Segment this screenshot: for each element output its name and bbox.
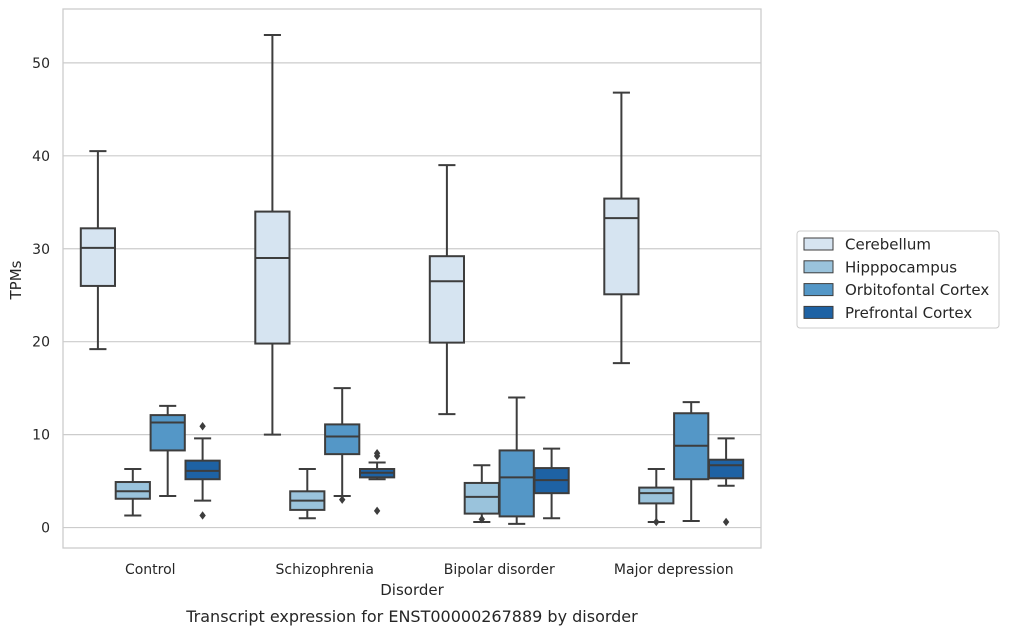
box-orbitofontal-cortex-0 xyxy=(149,404,186,497)
outlier-point xyxy=(373,506,381,516)
legend-swatch xyxy=(803,237,834,251)
box-iqr xyxy=(428,255,466,344)
legend-frame xyxy=(796,230,1000,329)
x-tick-label: Major depression xyxy=(614,562,734,578)
box-iqr xyxy=(707,458,745,480)
y-axis-ticks: 0 10 20 30 40 50 xyxy=(32,56,50,537)
box-orbitofontal-cortex-2 xyxy=(498,396,535,525)
x-tick-label: Bipolar disorder xyxy=(444,562,555,578)
box-iqr xyxy=(324,423,361,456)
legend-swatch xyxy=(803,283,834,297)
legend-label: Orbitofontal Cortex xyxy=(845,281,989,299)
box-iqr xyxy=(603,197,640,296)
x-tick-label: Control xyxy=(125,562,176,578)
box-iqr xyxy=(149,414,186,452)
box-iqr xyxy=(254,210,291,345)
legend-swatch xyxy=(803,260,834,274)
outlier-point xyxy=(373,449,381,458)
x-axis-ticks: Control Schizophrenia Bipolar disorder Majo… xyxy=(125,562,734,578)
outlier-point xyxy=(653,517,660,527)
x-axis-title: Disorder xyxy=(380,581,444,599)
y-tick-label: 30 xyxy=(32,242,50,258)
legend-label: Cerebellum xyxy=(845,236,931,254)
y-tick-label: 40 xyxy=(32,149,50,165)
box-iqr xyxy=(638,486,675,505)
box-prefrontal-cortex-0 xyxy=(184,422,221,520)
box-hipppocampus-0 xyxy=(114,468,151,517)
box-iqr xyxy=(79,227,117,287)
legend-swatch xyxy=(803,305,834,319)
x-tick-label: Schizophrenia xyxy=(276,562,374,578)
y-axis-title: TPMs xyxy=(7,260,25,300)
y-tick-label: 50 xyxy=(32,56,50,72)
box-cerebellum-1 xyxy=(254,34,291,436)
boxes xyxy=(79,34,745,527)
box-iqr xyxy=(498,449,535,518)
box-cerebellum-0 xyxy=(79,150,117,351)
chart-caption: Transcript expression for ENST0000026788… xyxy=(185,607,638,626)
outlier-point xyxy=(339,495,346,504)
legend-label: Prefrontal Cortex xyxy=(845,304,972,322)
box-prefrontal-cortex-1 xyxy=(358,449,396,516)
box-orbitofontal-cortex-3 xyxy=(673,401,710,523)
legend-items: Cerebellum Hipppocampus Orbitofontal Corte… xyxy=(803,236,989,322)
outlier-point xyxy=(199,422,206,431)
box-hipppocampus-3 xyxy=(638,468,675,527)
box-cerebellum-2 xyxy=(428,164,466,416)
box-prefrontal-cortex-2 xyxy=(533,447,570,520)
outlier-point xyxy=(722,517,730,527)
y-tick-label: 20 xyxy=(32,335,50,351)
box-prefrontal-cortex-3 xyxy=(707,437,745,527)
box-hipppocampus-1 xyxy=(289,468,326,520)
legend-label: Hipppocampus xyxy=(845,258,957,276)
outlier-point xyxy=(199,511,206,520)
box-cerebellum-3 xyxy=(603,91,640,365)
box-orbitofontal-cortex-1 xyxy=(324,387,361,504)
legend: Cerebellum Hipppocampus Orbitofontal Corte… xyxy=(796,230,1000,329)
y-tick-label: 0 xyxy=(41,521,50,537)
outlier-point xyxy=(478,514,485,524)
box-hipppocampus-2 xyxy=(463,464,500,524)
box-iqr xyxy=(463,481,500,515)
y-tick-label: 10 xyxy=(32,428,50,444)
plot-area-frame xyxy=(62,8,762,549)
